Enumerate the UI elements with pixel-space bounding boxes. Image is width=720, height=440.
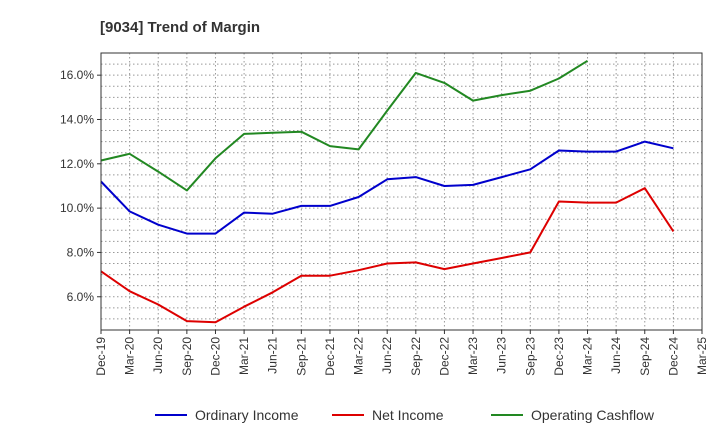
y-tick-label: 8.0% <box>67 245 95 259</box>
y-tick-label: 10.0% <box>60 201 94 215</box>
x-tick-label: Dec-24 <box>666 337 680 376</box>
series-line-net-income <box>100 187 675 324</box>
x-tick-label: Dec-21 <box>323 337 337 376</box>
grid-lines <box>101 53 702 330</box>
legend-label-ordinary-income: Ordinary Income <box>195 407 299 423</box>
x-tick-label: Dec-20 <box>208 337 222 376</box>
x-tick-label: Jun-21 <box>266 337 280 374</box>
legend: Ordinary Income Net Income Operating Cashf… <box>155 407 655 423</box>
series-line-ordinary-income <box>100 140 674 235</box>
x-tick-label: Dec-19 <box>94 337 108 376</box>
legend-label-operating-cashflow: Operating Cashflow <box>531 407 655 423</box>
x-tick-label: Jun-24 <box>609 337 623 374</box>
x-tick-label: Jun-22 <box>380 337 394 374</box>
x-tick-label: Mar-20 <box>123 337 137 375</box>
series-line-operating-cashflow <box>100 59 589 192</box>
x-tick-label: Mar-23 <box>466 337 480 375</box>
x-tick-label: Mar-24 <box>581 337 595 375</box>
x-tick-label: Sep-24 <box>638 337 652 376</box>
x-tick-label: Mar-21 <box>237 337 251 375</box>
y-tick-label: 14.0% <box>60 112 94 126</box>
plot-frame <box>100 52 703 331</box>
y-tick-label: 6.0% <box>67 290 95 304</box>
x-tick-label: Jun-20 <box>151 337 165 374</box>
chart-title: [9034] Trend of Margin <box>100 19 260 36</box>
x-tick-label: Jun-23 <box>495 337 509 374</box>
x-tick-label: Mar-25 <box>695 337 709 375</box>
x-tick-label: Mar-22 <box>352 337 366 375</box>
x-tick-label: Dec-22 <box>437 337 451 376</box>
x-tick-label: Sep-21 <box>294 337 308 376</box>
legend-label-net-income: Net Income <box>372 407 444 423</box>
y-tick-label: 12.0% <box>60 157 94 171</box>
x-tick-label: Sep-22 <box>409 337 423 376</box>
x-tick-label: Sep-23 <box>523 337 537 376</box>
x-tick-label: Sep-20 <box>180 337 194 376</box>
x-tick-label: Dec-23 <box>552 337 566 376</box>
y-tick-label: 16.0% <box>60 68 94 82</box>
